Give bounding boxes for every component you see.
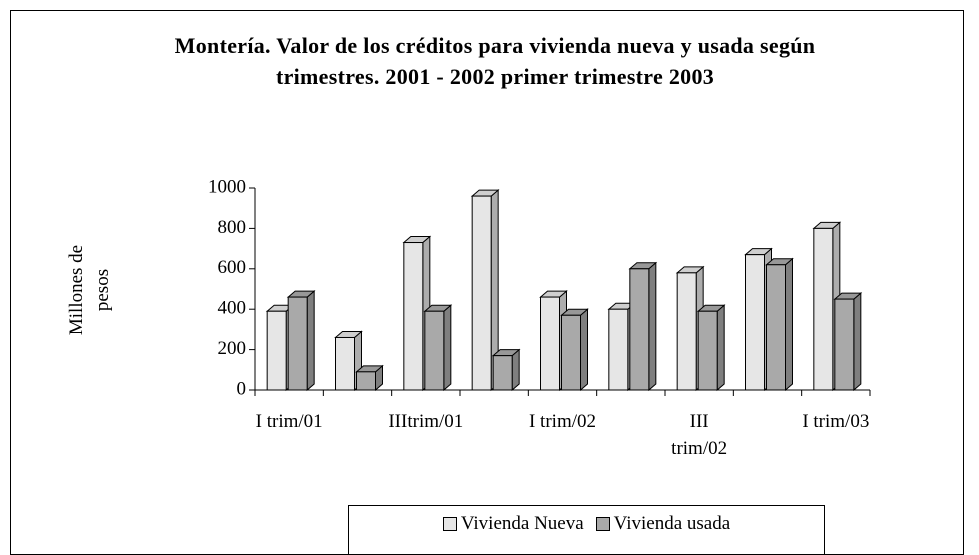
y-tick-label: 1000 <box>208 176 246 197</box>
bar <box>335 336 355 391</box>
bar <box>834 298 855 391</box>
bar <box>745 254 765 391</box>
bar-side <box>306 289 315 392</box>
y-tick-label: 800 <box>218 217 247 238</box>
legend-swatch <box>595 517 610 531</box>
x-tick-label: I trim/01 <box>255 411 323 432</box>
bar <box>492 355 513 391</box>
bar <box>629 268 650 391</box>
bar <box>424 310 445 391</box>
bar-side <box>716 304 725 392</box>
bar-side <box>853 292 862 392</box>
bar <box>608 308 629 391</box>
y-tick-label: 400 <box>218 298 247 319</box>
bar-side <box>511 348 520 392</box>
legend-label: Vivienda usada <box>613 513 731 534</box>
y-tick-label: 0 <box>237 378 247 399</box>
bar <box>266 310 287 391</box>
x-tick-label: I trim/03 <box>802 411 870 432</box>
legend-item: Vivienda usada <box>595 513 731 535</box>
bar <box>287 296 308 391</box>
bar-side <box>785 257 793 392</box>
bar-side <box>648 261 657 392</box>
bar <box>697 310 718 391</box>
x-tick-label: III trim/02 <box>671 411 728 459</box>
chart-title: Montería. Valor de los créditos para viv… <box>174 33 816 89</box>
bar <box>676 272 697 391</box>
bar <box>403 242 424 391</box>
bar <box>471 195 492 391</box>
x-tick-label: IIItrim/01 <box>388 411 464 432</box>
y-tick-label: 600 <box>218 257 247 278</box>
legend: Vivienda Nueva Vivienda usada <box>348 505 825 555</box>
bar <box>766 264 786 391</box>
bar <box>356 371 376 391</box>
bar <box>561 314 581 391</box>
x-tick-label: I trim/02 <box>528 411 597 432</box>
y-tick-label: 200 <box>218 338 247 359</box>
bar-side <box>443 304 452 392</box>
legend-label: Vivienda Nueva <box>460 513 584 534</box>
legend-item: Vivienda Nueva <box>442 513 584 535</box>
legend-swatch <box>442 517 457 531</box>
bar <box>540 296 560 391</box>
bar-side <box>580 308 588 392</box>
bar <box>813 227 834 391</box>
